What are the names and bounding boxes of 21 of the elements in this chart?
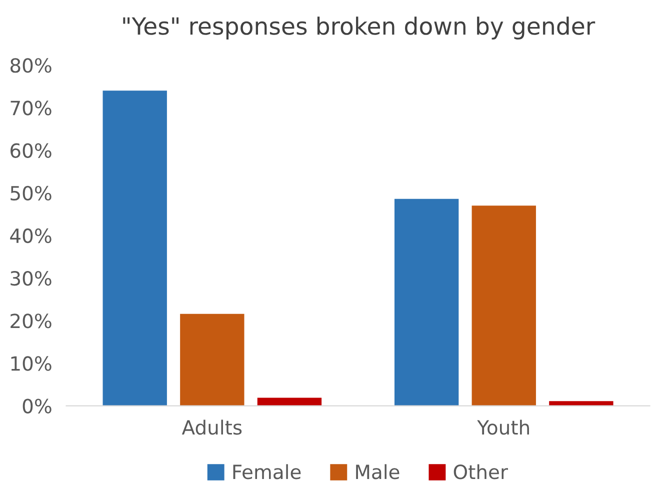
y-tick-label: 40% bbox=[10, 228, 52, 244]
legend-label: Other bbox=[454, 464, 508, 480]
bar bbox=[102, 90, 167, 406]
y-tick-label: 50% bbox=[10, 186, 52, 201]
bar bbox=[549, 401, 614, 406]
y-tick-label: 70% bbox=[10, 100, 52, 116]
y-tick-label: 60% bbox=[10, 143, 52, 158]
y-tick-label: 80% bbox=[10, 58, 52, 73]
legend-label: Female bbox=[233, 464, 301, 480]
y-tick-label: 20% bbox=[10, 314, 52, 328]
bar bbox=[394, 198, 459, 406]
x-tick-label: Youth bbox=[477, 420, 529, 435]
bar bbox=[257, 398, 322, 406]
bar bbox=[472, 206, 536, 406]
legend-label: Male bbox=[356, 464, 400, 480]
y-tick-label: 10% bbox=[11, 356, 52, 371]
x-tick-label: Adults bbox=[182, 420, 242, 435]
y-tick-label: 0% bbox=[22, 398, 52, 414]
bar bbox=[180, 314, 244, 406]
y-tick-label: 30% bbox=[10, 271, 52, 286]
chart-title: "Yes" responses broken down by gender bbox=[123, 16, 596, 40]
